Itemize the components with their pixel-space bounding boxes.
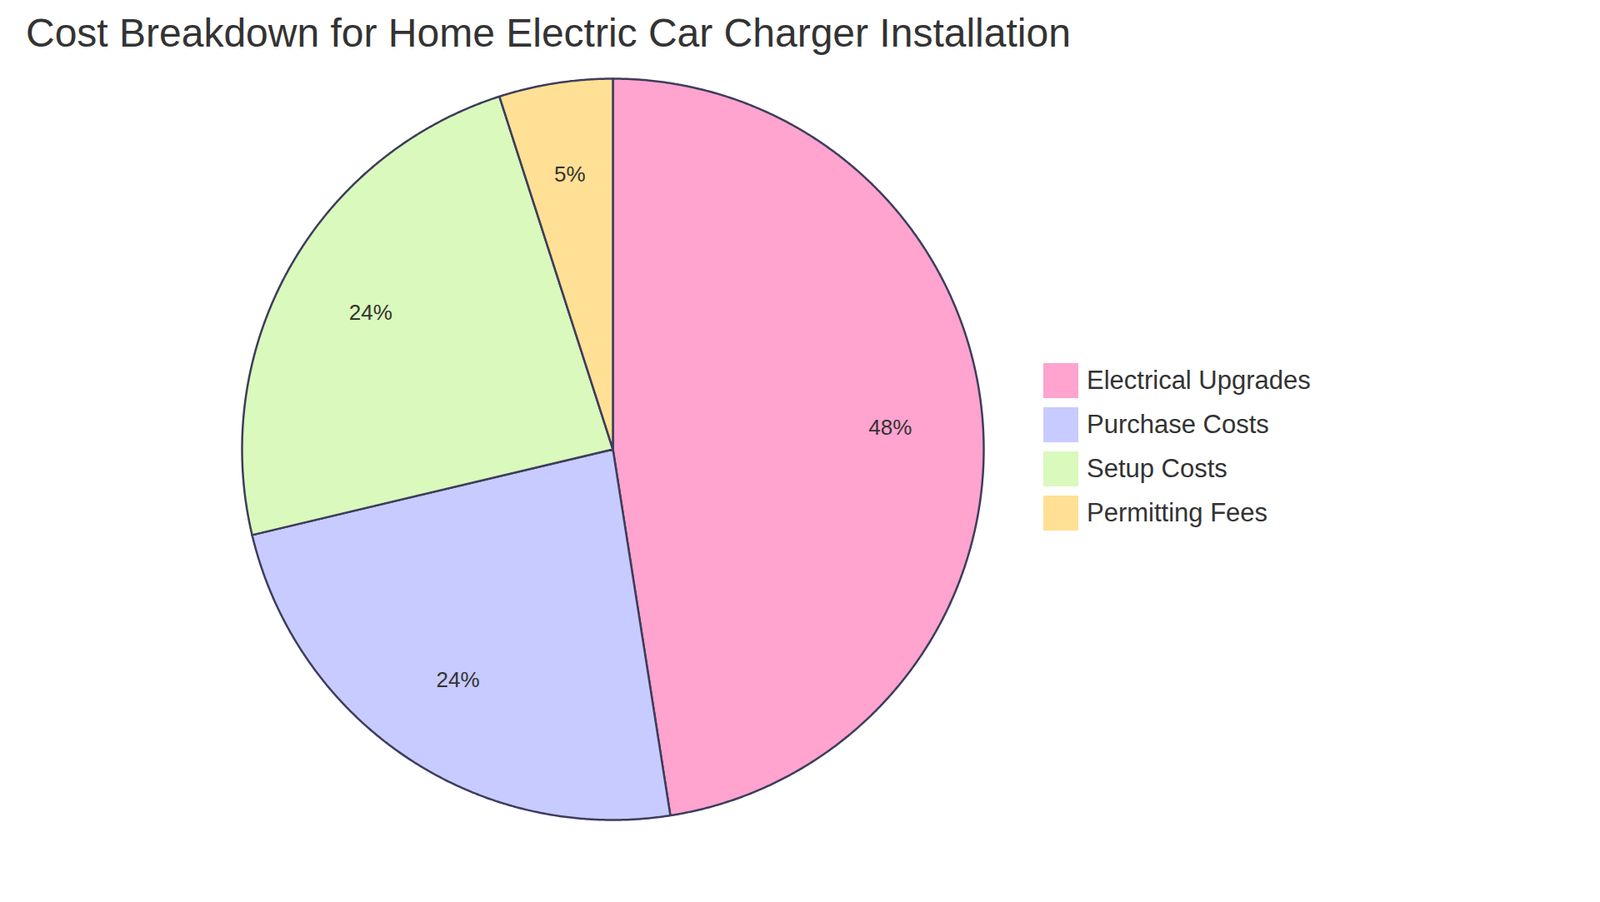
- svg-text:24%: 24%: [349, 300, 393, 325]
- html-text:Permitting Fees: Permitting Fees: [1086, 497, 1268, 528]
- svg-text:5%: 5%: [554, 161, 586, 187]
- svg-text:24%: 24%: [436, 667, 480, 693]
- html-text:Cost Breakdown for Home Electr: Cost Breakdown for Home Electric Car Cha…: [25, 10, 1071, 55]
- html-text:Purchase Costs: Purchase Costs: [1086, 409, 1269, 439]
- svg-text:48%: 48%: [868, 415, 912, 440]
- html-text:Setup Costs: Setup Costs: [1086, 453, 1228, 483]
- html-text:Electrical Upgrades: Electrical Upgrades: [1086, 365, 1311, 395]
